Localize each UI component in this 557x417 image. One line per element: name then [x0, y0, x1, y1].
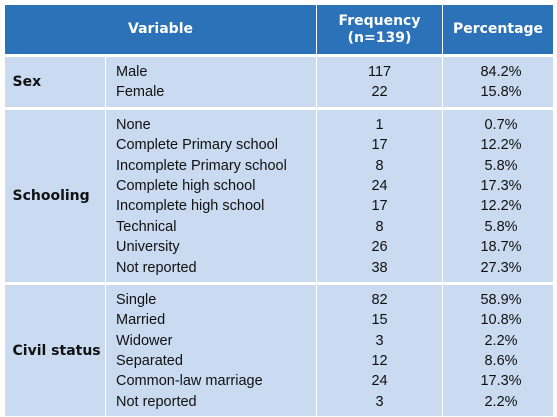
row-label-column: Male Female — [104, 54, 318, 109]
row-frequency: 8 — [375, 157, 384, 174]
row-percentage: 2.2% — [484, 332, 518, 349]
row-frequency: 82 — [371, 291, 388, 308]
row-frequency: 38 — [371, 259, 388, 276]
row-percentage: 12.2% — [480, 198, 522, 215]
frequency-table: Variable Frequency (n=139) Percentage Se… — [3, 4, 555, 417]
row-frequency-column: 82 15 3 12 24 3 — [316, 281, 444, 417]
row-percentage: 5.8% — [484, 218, 518, 235]
row-percentage: 18.7% — [480, 239, 522, 256]
row-percentage: 5.8% — [484, 157, 518, 174]
category-label: Civil status — [4, 281, 106, 417]
row-frequency: 24 — [371, 177, 388, 194]
row-percentage: 15.8% — [480, 84, 522, 101]
row-percentage-column: 0.7% 12.2% 5.8% 17.3% 12.2% 5.8% 18.7% 27.3% — [442, 106, 555, 284]
group-row: Schooling None Complete Primary school Inco… — [4, 106, 555, 284]
row-label: Male — [116, 64, 148, 80]
row-label: Separated — [116, 353, 183, 370]
row-frequency: 15 — [371, 312, 388, 329]
row-frequency: 17 — [371, 137, 388, 154]
row-percentage: 0.7% — [484, 116, 518, 133]
row-percentage: 8.6% — [484, 353, 518, 370]
row-label: Complete Primary school — [116, 137, 278, 154]
category-label: Schooling — [4, 106, 106, 284]
row-label: Incomplete Primary school — [116, 157, 287, 174]
row-frequency-column: 1 17 8 24 17 8 26 38 — [316, 106, 444, 284]
row-percentage: 10.8% — [480, 312, 522, 329]
row-label-column: None Complete Primary school Incomplete Pr… — [104, 106, 318, 284]
header-frequency-line2: (n=139) — [347, 29, 412, 46]
row-label: Widower — [116, 332, 173, 349]
header-percentage: Percentage — [442, 4, 555, 56]
row-label: Common-law marriage — [116, 373, 263, 390]
row-label: Incomplete high school — [116, 198, 265, 215]
row-frequency: 3 — [375, 332, 384, 349]
row-label: Female — [116, 84, 165, 101]
row-label: Single — [116, 291, 157, 308]
row-frequency: 117 — [367, 64, 392, 80]
row-percentage-column: 84.2% 15.8% — [442, 54, 555, 109]
row-label: Complete high school — [116, 177, 256, 194]
group-row: Sex Male Female 117 22 84.2% 15.8% — [4, 54, 555, 109]
header-row: Variable Frequency (n=139) Percentage — [3, 4, 555, 56]
row-label: Married — [116, 312, 166, 329]
row-frequency: 22 — [371, 84, 388, 101]
row-frequency: 17 — [371, 198, 388, 215]
category-label: Sex — [4, 54, 106, 109]
row-percentage: 12.2% — [480, 137, 522, 154]
row-frequency: 3 — [375, 393, 384, 410]
row-label: Technical — [116, 218, 177, 235]
row-frequency: 12 — [371, 353, 388, 370]
row-percentage-column: 58.9% 10.8% 2.2% 8.6% 17.3% 2.2% — [442, 281, 555, 417]
row-label: Not reported — [116, 393, 197, 410]
row-label: University — [116, 239, 180, 256]
row-label: Not reported — [116, 259, 197, 276]
header-frequency-line1: Frequency — [338, 12, 421, 29]
row-frequency: 24 — [371, 373, 388, 390]
row-percentage: 27.3% — [480, 259, 522, 276]
row-percentage: 2.2% — [484, 393, 518, 410]
row-label: None — [116, 116, 151, 133]
row-percentage: 17.3% — [480, 177, 522, 194]
row-label-column: Single Married Widower Separated Common-law … — [104, 281, 318, 417]
row-percentage: 84.2% — [480, 64, 522, 80]
row-frequency: 26 — [371, 239, 388, 256]
row-frequency-column: 117 22 — [316, 54, 444, 109]
row-frequency: 1 — [375, 116, 384, 133]
header-variable: Variable — [3, 4, 318, 56]
group-row: Civil status Single Married Widower Separate… — [4, 281, 555, 417]
table-body: Sex Male Female 117 22 84.2% 15.8% Schooling Non… — [4, 54, 555, 417]
row-frequency: 8 — [375, 218, 384, 235]
header-frequency: Frequency (n=139) — [316, 4, 444, 56]
row-percentage: 17.3% — [480, 373, 522, 390]
row-percentage: 58.9% — [480, 291, 522, 308]
